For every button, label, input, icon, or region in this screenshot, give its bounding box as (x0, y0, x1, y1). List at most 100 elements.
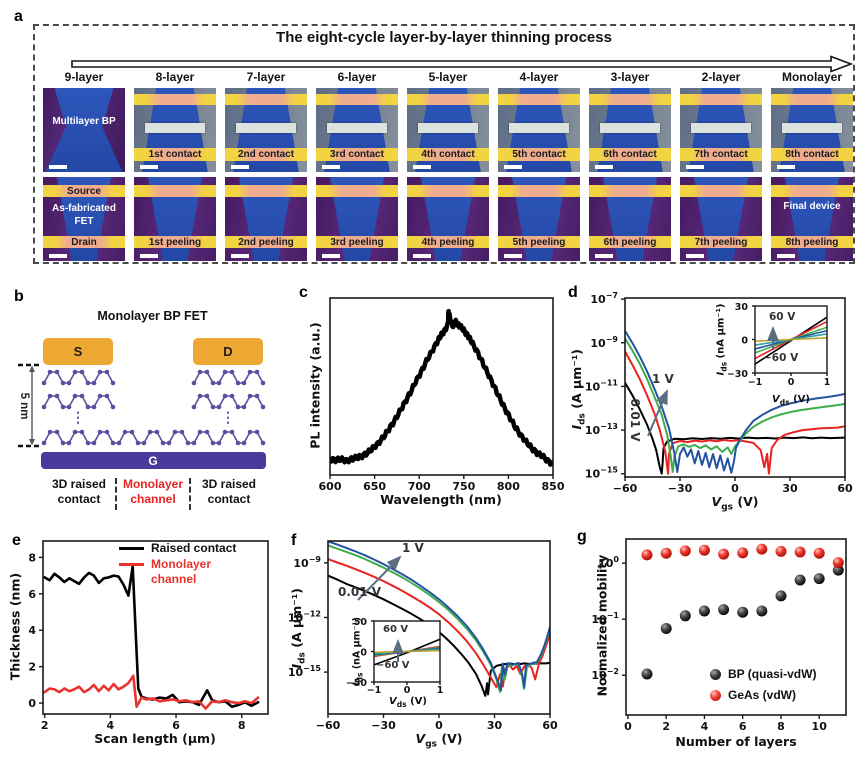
bp-atomic-layers (41, 369, 266, 446)
svg-text:4: 4 (28, 624, 36, 637)
electrode-bar (498, 184, 580, 198)
electrode-bar (225, 184, 307, 198)
metal-contact-strip (326, 123, 388, 133)
f-inset-x-axis-label: Vds (V) (389, 696, 427, 709)
panel-b-title: Monolayer BP FET (97, 309, 208, 323)
scale-bar (230, 253, 249, 258)
peeling-step-label: 2nd peeling (238, 237, 294, 249)
metal-contact-strip (235, 123, 297, 133)
peeling-step-label: 7th peeling (694, 237, 748, 249)
thickness-label: 5 nm (18, 393, 30, 420)
electrode-bar (680, 93, 762, 105)
svg-text:6: 6 (28, 588, 36, 601)
micrograph-peeling-step: 7th peeling (680, 177, 762, 261)
contact-step-label: 4th contact (421, 148, 475, 160)
svg-text:600: 600 (319, 480, 342, 493)
raised-contact-legend-label: Raised contact (151, 541, 237, 555)
micrograph-peeling-step: 3rd peeling (316, 177, 398, 261)
svg-text:10: 10 (812, 720, 828, 733)
column-header: 9-layer (64, 70, 104, 84)
contact-step-label: 7th contact (694, 148, 748, 160)
panel-b-letter: b (14, 288, 24, 305)
raised-contact-swatch (119, 547, 144, 550)
svg-text:60: 60 (542, 719, 558, 732)
svg-text:2: 2 (41, 719, 49, 732)
multilayer-bp-label: Multilayer BP (52, 115, 116, 127)
electrode-bar (407, 235, 489, 249)
electrode-bar (134, 147, 216, 162)
right-contact-label: 3D raised contact (201, 477, 257, 506)
scale-bar (139, 164, 158, 169)
svg-text:2: 2 (28, 661, 36, 674)
chart-c: 600 650 700 750 800 850 (319, 297, 565, 493)
micrograph-peeling-step: 6th peeling (589, 177, 671, 261)
g-legend-bp: BP (quasi-vdW) (710, 667, 816, 681)
micrograph-contact-step: 3rd contact (316, 88, 398, 172)
micrograph-contact-step: 5th contact (498, 88, 580, 172)
drain-label: Drain (71, 237, 97, 249)
peeling-step-label: 1st peeling (148, 237, 202, 249)
d-vds-low-annotation: 0.01 V (628, 398, 642, 442)
e-x-axis-label: Scan length (μm) (94, 731, 216, 746)
scale-bar (230, 164, 249, 169)
monolayer-bp-fet-schematic: S D ⋮ ⋮ G 5 nm (18, 338, 266, 469)
scale-bar (685, 253, 704, 258)
thickness-arrowhead-bottom (29, 439, 35, 446)
electrode-bar (589, 184, 671, 198)
panel-a-column-headers: 9-layer 8-layer 7-layer 6-layer 5-layer 4-lay… (43, 70, 854, 84)
electrode-bar (680, 235, 762, 249)
electrode-bar (589, 93, 671, 105)
d-inset-vgs-high-annotation: 60 V (769, 311, 796, 323)
final-device-label: Final device (783, 200, 841, 212)
column-header: 4-layer (519, 70, 559, 84)
electrode-bar (771, 184, 853, 198)
g-x-axis-label: Number of layers (675, 734, 797, 749)
micrograph-peeling-step: 5th peeling (498, 177, 580, 261)
micrograph-contact-step: 4th contact (407, 88, 489, 172)
scale-bar (412, 164, 431, 169)
monolayer-channel-legend-label: Monolayer channel (151, 557, 212, 586)
geas-sphere-swatch (710, 690, 721, 701)
electrode-bar (225, 235, 307, 249)
micrograph-peeling-step: 4th peeling (407, 177, 489, 261)
metal-contact-strip (508, 123, 570, 133)
contact-step-label: 3rd contact (330, 148, 384, 160)
svg-text:1: 1 (437, 685, 444, 696)
svg-text:0: 0 (624, 720, 632, 733)
electrode-bar (134, 184, 216, 198)
scale-bar (412, 253, 431, 258)
panel-d-letter: d (568, 284, 578, 301)
svg-text:10−9: 10−9 (590, 335, 618, 350)
contact-step-label: 2nd contact (237, 148, 295, 160)
scale-bar (594, 253, 613, 258)
bp-sphere-swatch (710, 669, 721, 680)
svg-text:0: 0 (788, 377, 795, 388)
monolayer-channel-label: Monolayer channel (122, 477, 183, 506)
column-header: 7-layer (246, 70, 286, 84)
panel-a-title: The eight-cycle layer-by-layer thinning … (276, 29, 612, 46)
f-vds-high-annotation: 1 V (402, 541, 424, 555)
as-fabricated-fet-label: As-fabricated FET (52, 203, 116, 227)
monolayer-channel-swatch (119, 563, 144, 566)
divider-dashed (115, 478, 117, 510)
bp-legend-label: BP (quasi-vdW) (728, 667, 817, 681)
g-y-axis-label: Normalized mobility (594, 554, 610, 697)
svg-text:1: 1 (824, 377, 831, 388)
source-electrode-label: S (74, 344, 83, 359)
electrode-bar (589, 147, 671, 162)
panel-a-letter: a (14, 8, 23, 25)
svg-text:−60: −60 (316, 719, 341, 732)
svg-text:10−11: 10−11 (585, 378, 619, 393)
svg-text:8: 8 (28, 551, 36, 564)
column-header: 3-layer (610, 70, 650, 84)
svg-text:−1: −1 (748, 377, 763, 388)
electrode-bar (316, 93, 398, 105)
micrograph-peeling-step: 2nd peeling (225, 177, 307, 261)
d-inset-vgs-low-annotation: −60 V (763, 352, 799, 364)
electrode-bar (498, 93, 580, 105)
g-legend: BP (quasi-vdW) GeAs (vdW) (710, 667, 816, 702)
panel-c-letter: c (299, 284, 308, 301)
geas-legend-label: GeAs (vdW) (728, 688, 797, 702)
